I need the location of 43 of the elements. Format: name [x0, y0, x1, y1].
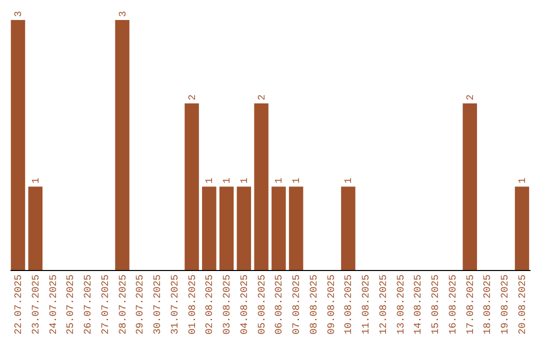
x-tick-label: 31.07.2025 [170, 274, 182, 335]
data-label: 1 [31, 178, 42, 184]
x-tick-label: 06.08.2025 [274, 274, 286, 335]
x-tick-label: 11.08.2025 [362, 274, 373, 335]
x-tick-label: 20.08.2025 [518, 274, 530, 335]
data-label: 2 [188, 94, 199, 100]
x-tick-label: 02.08.2025 [205, 274, 216, 335]
data-label: 2 [466, 94, 477, 100]
x-tick-label: 14.08.2025 [414, 274, 425, 335]
x-tick-label: 17.08.2025 [466, 274, 477, 335]
x-tick-label: 29.07.2025 [136, 274, 147, 335]
x-tick-label: 05.08.2025 [257, 274, 268, 335]
data-label: 3 [14, 10, 25, 17]
data-label: 1 [240, 178, 251, 184]
x-tick-label: 22.07.2025 [14, 274, 25, 335]
x-tick-label: 25.07.2025 [66, 274, 78, 335]
x-tick-label: 09.08.2025 [326, 274, 338, 335]
x-tick-label: 04.08.2025 [240, 274, 251, 335]
x-tick-label: 07.08.2025 [292, 274, 304, 335]
data-label: 3 [118, 10, 130, 17]
x-tick-label: 08.08.2025 [309, 274, 320, 335]
x-tick-label: 16.08.2025 [448, 274, 460, 335]
x-tick-label: 18.08.2025 [483, 274, 494, 335]
x-tick-label: 24.07.2025 [48, 274, 60, 335]
x-tick-label: 19.08.2025 [500, 274, 512, 335]
x-tick-label: 03.08.2025 [222, 274, 234, 335]
x-tick-label: 13.08.2025 [396, 274, 408, 335]
data-label: 1 [292, 178, 304, 184]
x-tick-label: 10.08.2025 [344, 274, 356, 335]
data-label: 1 [205, 178, 216, 184]
data-label: 1 [222, 178, 234, 184]
x-tick-label: 28.07.2025 [118, 274, 130, 335]
data-label: 1 [518, 178, 530, 184]
x-tick-label: 27.07.2025 [100, 274, 112, 335]
x-tick-label: 26.07.2025 [84, 274, 95, 335]
x-tick-label: 23.07.2025 [31, 274, 42, 335]
data-label: 1 [274, 178, 286, 184]
x-tick-label: 12.08.2025 [378, 274, 390, 335]
x-tick-label: 30.07.2025 [153, 274, 164, 335]
data-label: 1 [344, 178, 356, 184]
data-label: 2 [257, 94, 268, 100]
x-tick-label: 15.08.2025 [431, 274, 442, 335]
x-tick-label: 01.08.2025 [188, 274, 199, 335]
